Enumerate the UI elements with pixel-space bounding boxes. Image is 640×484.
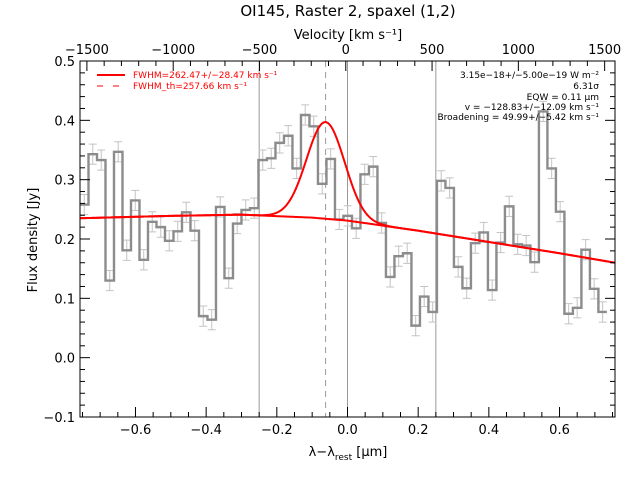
annotation-velocity: v = −128.83+/−12.09 km s⁻¹ [465,103,600,113]
top-tick-label: 0 [342,43,350,58]
axis-ticks: −0.6 −0.4 −0.2 0.0 0.2 0.4 0.6 −1500 −1000 −500 0 5… [43,43,621,438]
y-axis-label: Flux density [Jy] [26,188,41,293]
legend: FWHM=262.47+/−28.47 km s⁻¹ FWHM_th=257.6… [97,71,278,92]
top-tick-label: 1500 [588,43,621,58]
annotation-broadening: Broadening = 49.99+/−5.42 km s⁻¹ [438,113,600,123]
chart-title: OI145, Raster 2, spaxel (1,2) [240,2,455,20]
top-tick-label: −1000 [151,43,195,58]
annotation-flux: 3.15e−18+/−5.00e−19 W m⁻² [460,71,599,81]
annotation-eqw: EQW = 0.11 μm [527,93,599,103]
annotation-significance: 6.31σ [573,82,599,92]
top-tick-label: 1000 [502,43,535,58]
legend-label-fwhm-th: FWHM_th=257.66 km s⁻¹ [133,82,248,92]
x-tick-label: −0.4 [190,423,222,438]
x-tick-label: 0.2 [408,423,429,438]
guide-lines [258,61,437,417]
x-tick-label: 0.0 [337,423,358,438]
x-tick-label: −0.6 [120,423,152,438]
gaussian-fit-line [79,121,616,264]
plot-frame [79,60,616,418]
top-tick-label: 500 [420,43,445,58]
y-tick-label: 0.1 [54,292,75,307]
x-tick-label: 0.4 [479,423,500,438]
top-tick-label: −1500 [65,43,109,58]
y-tick-label: 0.5 [54,55,75,70]
x-axis-label-unit: [μm] [352,445,387,460]
x-axis-label-sub: rest [335,453,353,463]
y-tick-label: 0.4 [54,114,75,129]
top-tick-label: −500 [242,43,278,58]
y-tick-label: 0.3 [54,174,75,189]
fit-annotations: 3.15e−18+/−5.00e−19 W m⁻² 6.31σ EQW = 0.… [438,71,600,123]
error-bars [80,100,607,337]
x-tick-label: −0.2 [261,423,293,438]
top-axis-label: Velocity [km s⁻¹] [294,28,402,43]
x-axis-label: λ−λrest [μm] [309,445,388,463]
y-tick-label: −0.1 [43,411,75,426]
y-tick-label: 0.0 [54,352,75,367]
legend-label-fwhm: FWHM=262.47+/−28.47 km s⁻¹ [133,71,278,81]
y-tick-label: 0.2 [54,233,75,248]
spectrum-histogram [80,110,607,327]
x-tick-label: 0.6 [549,423,570,438]
x-axis-label-main: λ−λ [309,445,336,460]
